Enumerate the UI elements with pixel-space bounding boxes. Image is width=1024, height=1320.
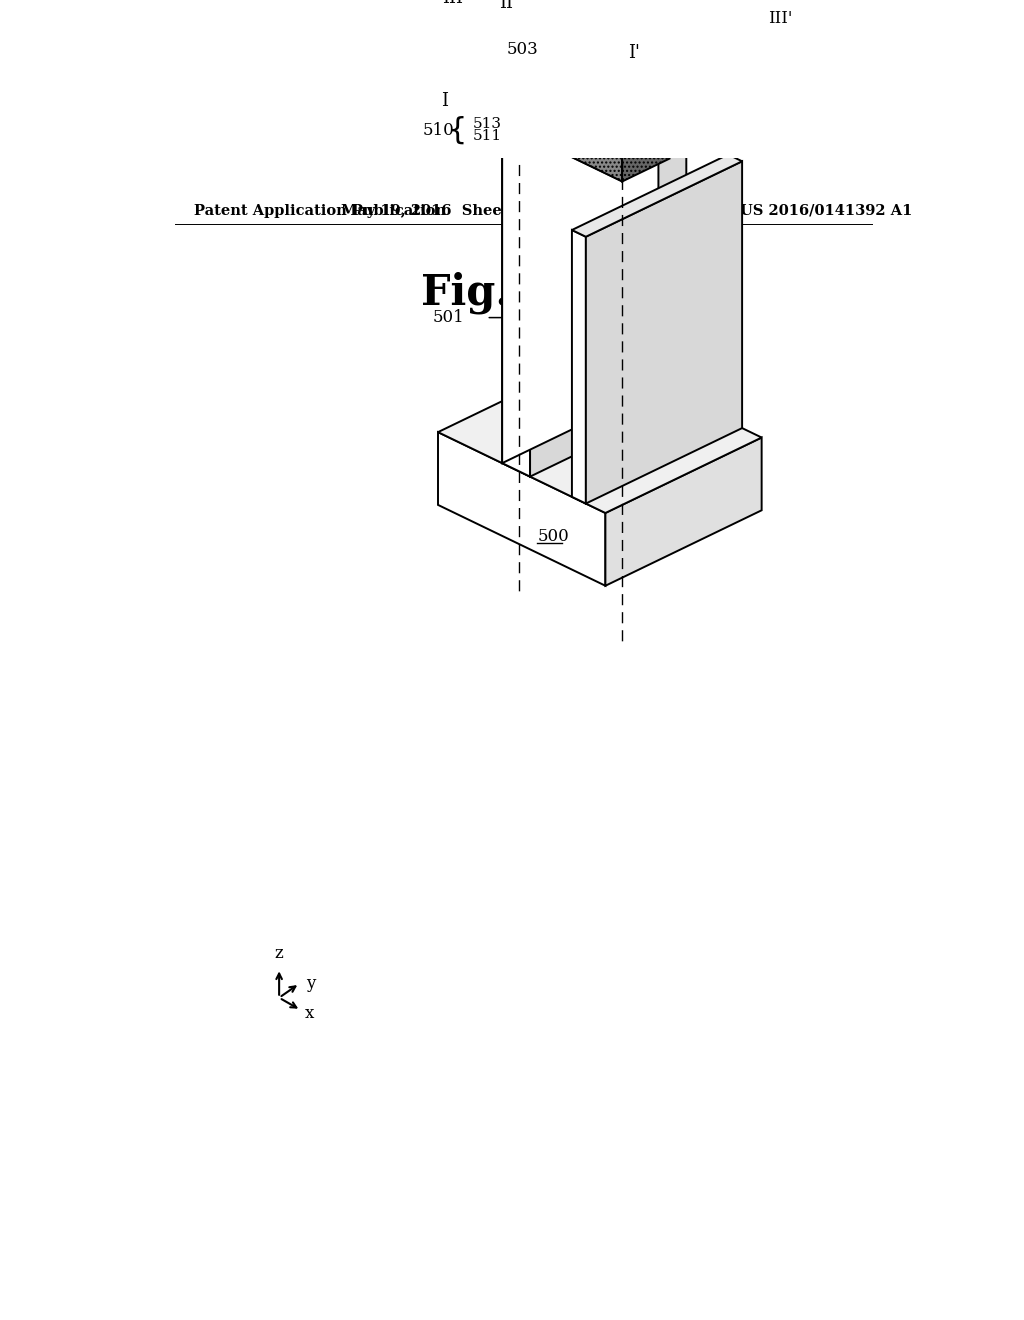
Polygon shape: [572, 230, 586, 503]
Polygon shape: [438, 432, 605, 586]
Polygon shape: [455, 30, 670, 135]
Text: I: I: [441, 91, 449, 110]
Polygon shape: [586, 161, 742, 503]
Polygon shape: [530, 78, 686, 477]
Polygon shape: [605, 437, 762, 586]
Text: II': II': [629, 173, 646, 190]
Polygon shape: [438, 356, 762, 513]
Polygon shape: [623, 112, 670, 182]
Text: May 19, 2016  Sheet 29 of 58: May 19, 2016 Sheet 29 of 58: [341, 203, 582, 218]
Polygon shape: [558, 4, 725, 132]
Polygon shape: [455, 54, 623, 182]
Text: II: II: [499, 0, 513, 12]
Polygon shape: [572, 154, 742, 236]
Polygon shape: [455, 30, 502, 100]
Text: I': I': [629, 45, 640, 62]
Text: y: y: [306, 975, 315, 991]
Text: {: {: [446, 116, 466, 145]
Polygon shape: [502, 65, 658, 463]
Text: III': III': [768, 11, 793, 28]
Text: 510: 510: [423, 121, 455, 139]
Text: x: x: [305, 1005, 314, 1022]
Text: III: III: [442, 0, 463, 7]
Polygon shape: [502, 65, 686, 153]
Polygon shape: [516, 24, 684, 152]
Text: Patent Application Publication: Patent Application Publication: [194, 203, 445, 218]
Text: z: z: [274, 945, 284, 962]
Polygon shape: [684, 84, 725, 152]
Polygon shape: [516, 4, 558, 71]
Text: US 2016/0141392 A1: US 2016/0141392 A1: [740, 203, 912, 218]
Text: 503: 503: [507, 41, 539, 58]
Polygon shape: [516, 4, 725, 106]
Polygon shape: [502, 140, 530, 477]
Text: 513: 513: [472, 117, 502, 131]
Text: 501: 501: [433, 309, 465, 326]
Text: 511: 511: [472, 129, 502, 144]
Text: Fig.  13A: Fig. 13A: [421, 272, 629, 314]
Text: 500: 500: [538, 528, 569, 545]
